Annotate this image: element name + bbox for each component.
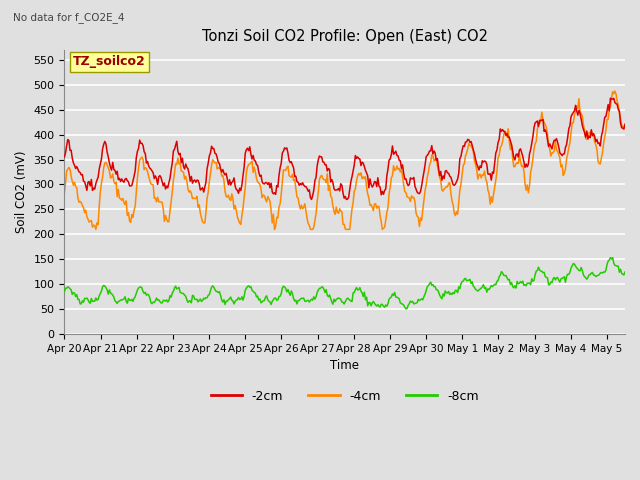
Title: Tonzi Soil CO2 Profile: Open (East) CO2: Tonzi Soil CO2 Profile: Open (East) CO2: [202, 29, 488, 44]
Text: No data for f_CO2E_4: No data for f_CO2E_4: [13, 12, 124, 23]
X-axis label: Time: Time: [330, 360, 359, 372]
Text: TZ_soilco2: TZ_soilco2: [73, 55, 145, 68]
Legend: -2cm, -4cm, -8cm: -2cm, -4cm, -8cm: [205, 384, 484, 408]
Y-axis label: Soil CO2 (mV): Soil CO2 (mV): [15, 151, 28, 233]
